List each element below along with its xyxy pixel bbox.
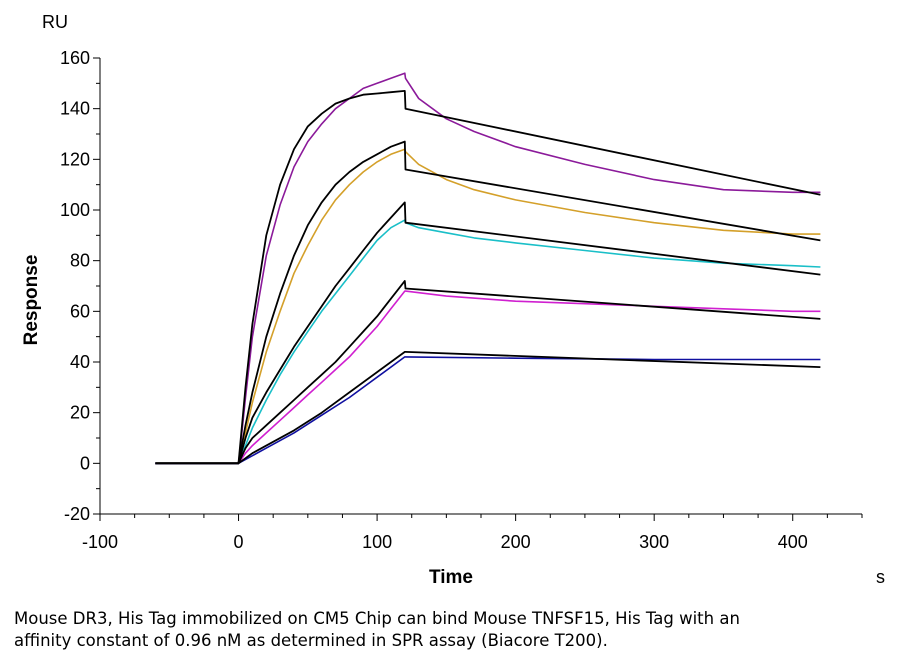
caption-line-1: Mouse DR3, His Tag immobilized on CM5 Ch… (14, 609, 740, 628)
series-line-6 (155, 201, 821, 465)
y-tick-label: 100 (60, 200, 90, 220)
x-tick-label: 0 (234, 532, 244, 552)
y-tick-label: -20 (64, 504, 90, 524)
x-axis-title: Time (429, 567, 473, 588)
x-tick-label: 400 (778, 532, 808, 552)
x-axis-ticks: -100 0 100 200 300 400 (82, 514, 863, 552)
y-tick-label: 120 (60, 149, 90, 169)
x-tick-label: 100 (362, 532, 392, 552)
x-tick-label: -100 (82, 532, 118, 552)
y-tick-label: 160 (60, 48, 90, 68)
x-axis-unit: s (876, 567, 885, 587)
series-line-9 (155, 356, 821, 465)
series-line-3 (155, 148, 821, 465)
y-tick-label: 140 (60, 99, 90, 119)
series-line-4 (155, 140, 821, 465)
y-tick-label: 0 (80, 453, 90, 473)
series-line-1 (155, 72, 821, 465)
sensorgram-chart: -20 0 20 40 60 80 100 120 140 160 -100 0 100 200 300 4… (21, 12, 885, 588)
series-line-5 (155, 219, 821, 465)
y-axis-unit: RU (42, 12, 68, 32)
y-tick-label: 80 (70, 251, 90, 271)
series-line-7 (155, 290, 821, 465)
figure-caption: Mouse DR3, His Tag immobilized on CM5 Ch… (14, 608, 894, 652)
y-tick-label: 40 (70, 352, 90, 372)
x-tick-label: 200 (501, 532, 531, 552)
series-line-10 (155, 351, 821, 465)
caption-line-2: affinity constant of 0.96 nM as determin… (14, 631, 608, 650)
y-tick-label: 20 (70, 403, 90, 423)
y-axis-title: Response (21, 255, 42, 346)
series-line-8 (155, 280, 821, 465)
y-tick-label: 60 (70, 301, 90, 321)
x-tick-label: 300 (639, 532, 669, 552)
sensorgram-curves (155, 72, 821, 465)
y-axis-ticks: -20 0 20 40 60 80 100 120 140 160 (60, 48, 100, 524)
series-line-2 (155, 90, 821, 465)
